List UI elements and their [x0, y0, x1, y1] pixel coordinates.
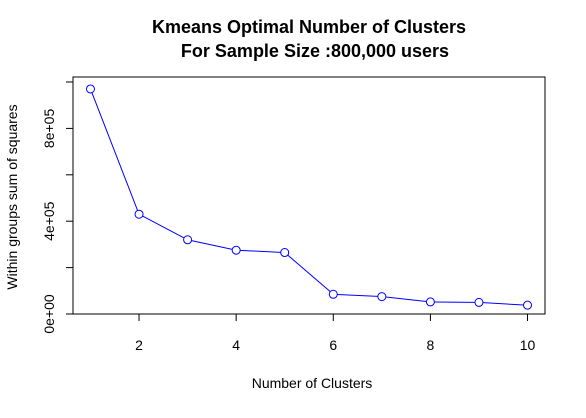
x-tick-label: 2: [135, 337, 143, 353]
series-segment: [386, 297, 427, 301]
series-group: [86, 85, 531, 309]
data-point: [232, 246, 240, 254]
data-point: [329, 290, 337, 298]
x-tick-label: 10: [520, 337, 536, 353]
series-segment: [337, 294, 378, 296]
x-tick-label: 6: [329, 337, 337, 353]
data-point: [184, 236, 192, 244]
x-axis: 2 4 6 8 10: [135, 314, 535, 353]
chart-title-line-1: Kmeans Optimal Number of Clusters: [152, 17, 466, 37]
chart-title-line-2: For Sample Size :800,000 users: [181, 41, 449, 61]
series-segment: [288, 255, 330, 292]
data-point: [281, 249, 289, 257]
data-point: [86, 85, 94, 93]
y-tick-label: 4e+05: [41, 201, 57, 241]
y-axis-label: Within groups sum of squares: [4, 104, 20, 289]
x-tick-label: 4: [232, 337, 240, 353]
x-axis-label: Number of Clusters: [252, 375, 373, 391]
x-tick-label: 8: [427, 337, 435, 353]
series-segment: [240, 250, 281, 252]
series-segment: [192, 241, 233, 250]
y-tick-label: 8e+05: [41, 109, 57, 149]
data-point: [378, 293, 386, 301]
series-segment: [92, 93, 138, 211]
data-point: [524, 301, 532, 309]
data-point: [475, 298, 483, 306]
y-tick-label: 0e+00: [41, 294, 57, 334]
y-axis: 0e+00 4e+05 8e+05: [41, 82, 73, 334]
data-point: [426, 298, 434, 306]
series-segment: [143, 216, 184, 238]
plot-area-border: [73, 77, 545, 314]
series-segment: [483, 303, 524, 305]
data-point: [135, 210, 143, 218]
